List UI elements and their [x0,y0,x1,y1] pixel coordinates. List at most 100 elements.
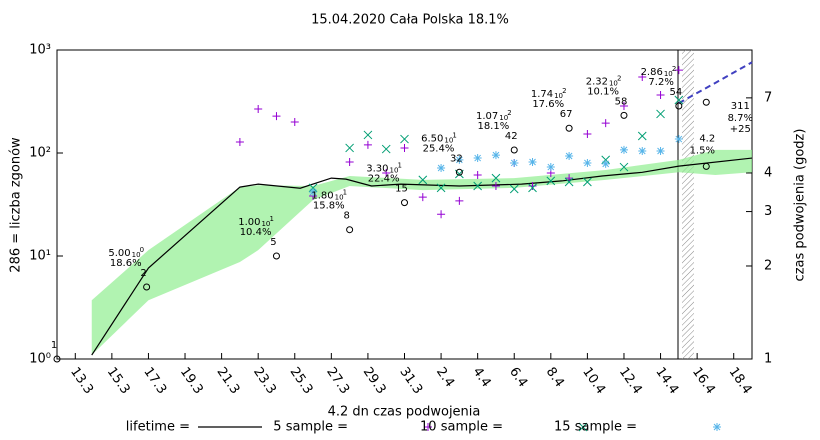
x-tick-label: 18.4 [726,365,755,397]
y-axis-label: 286 = liczba zgonów [9,137,24,273]
note-exponent: 1 [269,215,273,223]
y2-tick-label: 3 [764,204,772,219]
cross-point [564,177,574,187]
chart-title: 15.04.2020 Cała Polska 18.1% [311,13,509,28]
cross-point [381,144,391,154]
note-exponent: 1 [398,162,402,170]
cross-point [363,130,373,140]
note-percent: 10.1% [587,86,619,97]
forecast-line [678,61,753,104]
y2-tick-label: 4 [764,165,772,180]
end-value: 311 [731,101,750,112]
star-point [437,164,446,173]
end-value: 4.2 [699,133,715,144]
note-coefficient: 2.32 [586,76,608,87]
cross-point [601,155,611,165]
y-tick-label: 10¹ [29,249,51,264]
y-tick-label: 10³ [29,43,51,58]
cross-point [509,184,519,194]
cross-point [656,109,665,119]
y-tick-label: 10⁰ [29,352,51,367]
note-base: 10 [261,220,270,228]
note-percent: 18.6% [110,258,142,269]
star-point [674,135,683,144]
note-percent: 18.1% [477,121,509,132]
note-exponent: 1 [452,131,456,139]
x-tick-label: 27.3 [323,365,352,397]
star-point [510,158,519,167]
note-coefficient: 1.74 [531,89,553,100]
note-base: 10 [609,79,618,87]
count-point [143,283,151,291]
note-percent: 22.4% [368,174,400,185]
y2-tick-label: 2 [764,258,772,273]
legend-label: 10 sample = [420,420,503,435]
note-coefficient: 5.00 [108,248,130,259]
x-tick-label: 15.3 [104,365,133,397]
plus-point [491,181,500,190]
plus-point [437,210,446,219]
x-tick-label: 17.3 [140,365,169,397]
x-tick-label: 13.3 [67,365,96,397]
note-percent: 25.4% [423,143,455,154]
legend-label: 15 sample = [554,420,637,435]
cross-point [436,183,446,193]
note-percent: 15.8% [313,201,345,212]
note-exponent: 2 [617,74,621,82]
count-point [620,111,628,119]
x-tick-label: 25.3 [287,365,316,397]
count-point [346,226,354,234]
cross-point [308,183,318,193]
count-label: 2 [140,268,146,279]
y-tick-label: 10² [29,146,51,161]
note-base: 10 [390,167,399,175]
x-tick-label: 12.4 [616,365,645,397]
count-label: 54 [669,87,682,98]
y2-axis-label: czas podwojenia (godz) [793,129,808,282]
plus-point [565,174,574,183]
plus-point [455,196,464,205]
note-exponent: 2 [507,109,511,117]
cross-point [528,183,537,193]
plot-frame [56,49,753,360]
x-tick-label: 16.4 [689,365,718,397]
end-note: +25 [730,124,751,135]
note-coefficient: 1.80 [311,191,333,202]
x-axis-label: 4.2 dn czas podwojenia [328,405,481,420]
cross-point [546,176,556,186]
star-point [455,155,464,164]
count-point [455,168,463,176]
cross-point [345,143,354,153]
plus-point [656,91,665,100]
count-label: 5 [270,237,276,248]
legend-marker [578,422,588,432]
count-point [675,102,683,110]
x-tick-label: 8.4 [543,365,567,391]
confidence-band [91,149,752,356]
x-tick-label: 2.4 [433,365,457,391]
count-label: 42 [505,131,518,142]
x-tick-label: 21.3 [213,365,242,397]
note-coefficient: 3.30 [366,164,388,175]
count-point [272,252,280,260]
star-point [656,147,665,156]
note-exponent: 1 [343,189,347,197]
end-point [702,98,710,106]
x-tick-label: 6.4 [506,365,530,391]
count-point [565,124,573,132]
note-exponent: 0 [140,246,144,254]
star-point [546,163,555,172]
star-point [491,151,500,160]
plus-point [473,170,482,179]
plus-point [290,117,299,126]
plus-point [601,119,610,128]
x-tick-label: 10.4 [579,365,608,397]
note-base: 10 [335,194,344,202]
plus-point [363,140,372,149]
plus-point [528,181,537,190]
plus-point [638,72,647,81]
note-base: 10 [132,251,141,259]
plus-point [235,137,244,146]
plus-point [619,101,628,110]
